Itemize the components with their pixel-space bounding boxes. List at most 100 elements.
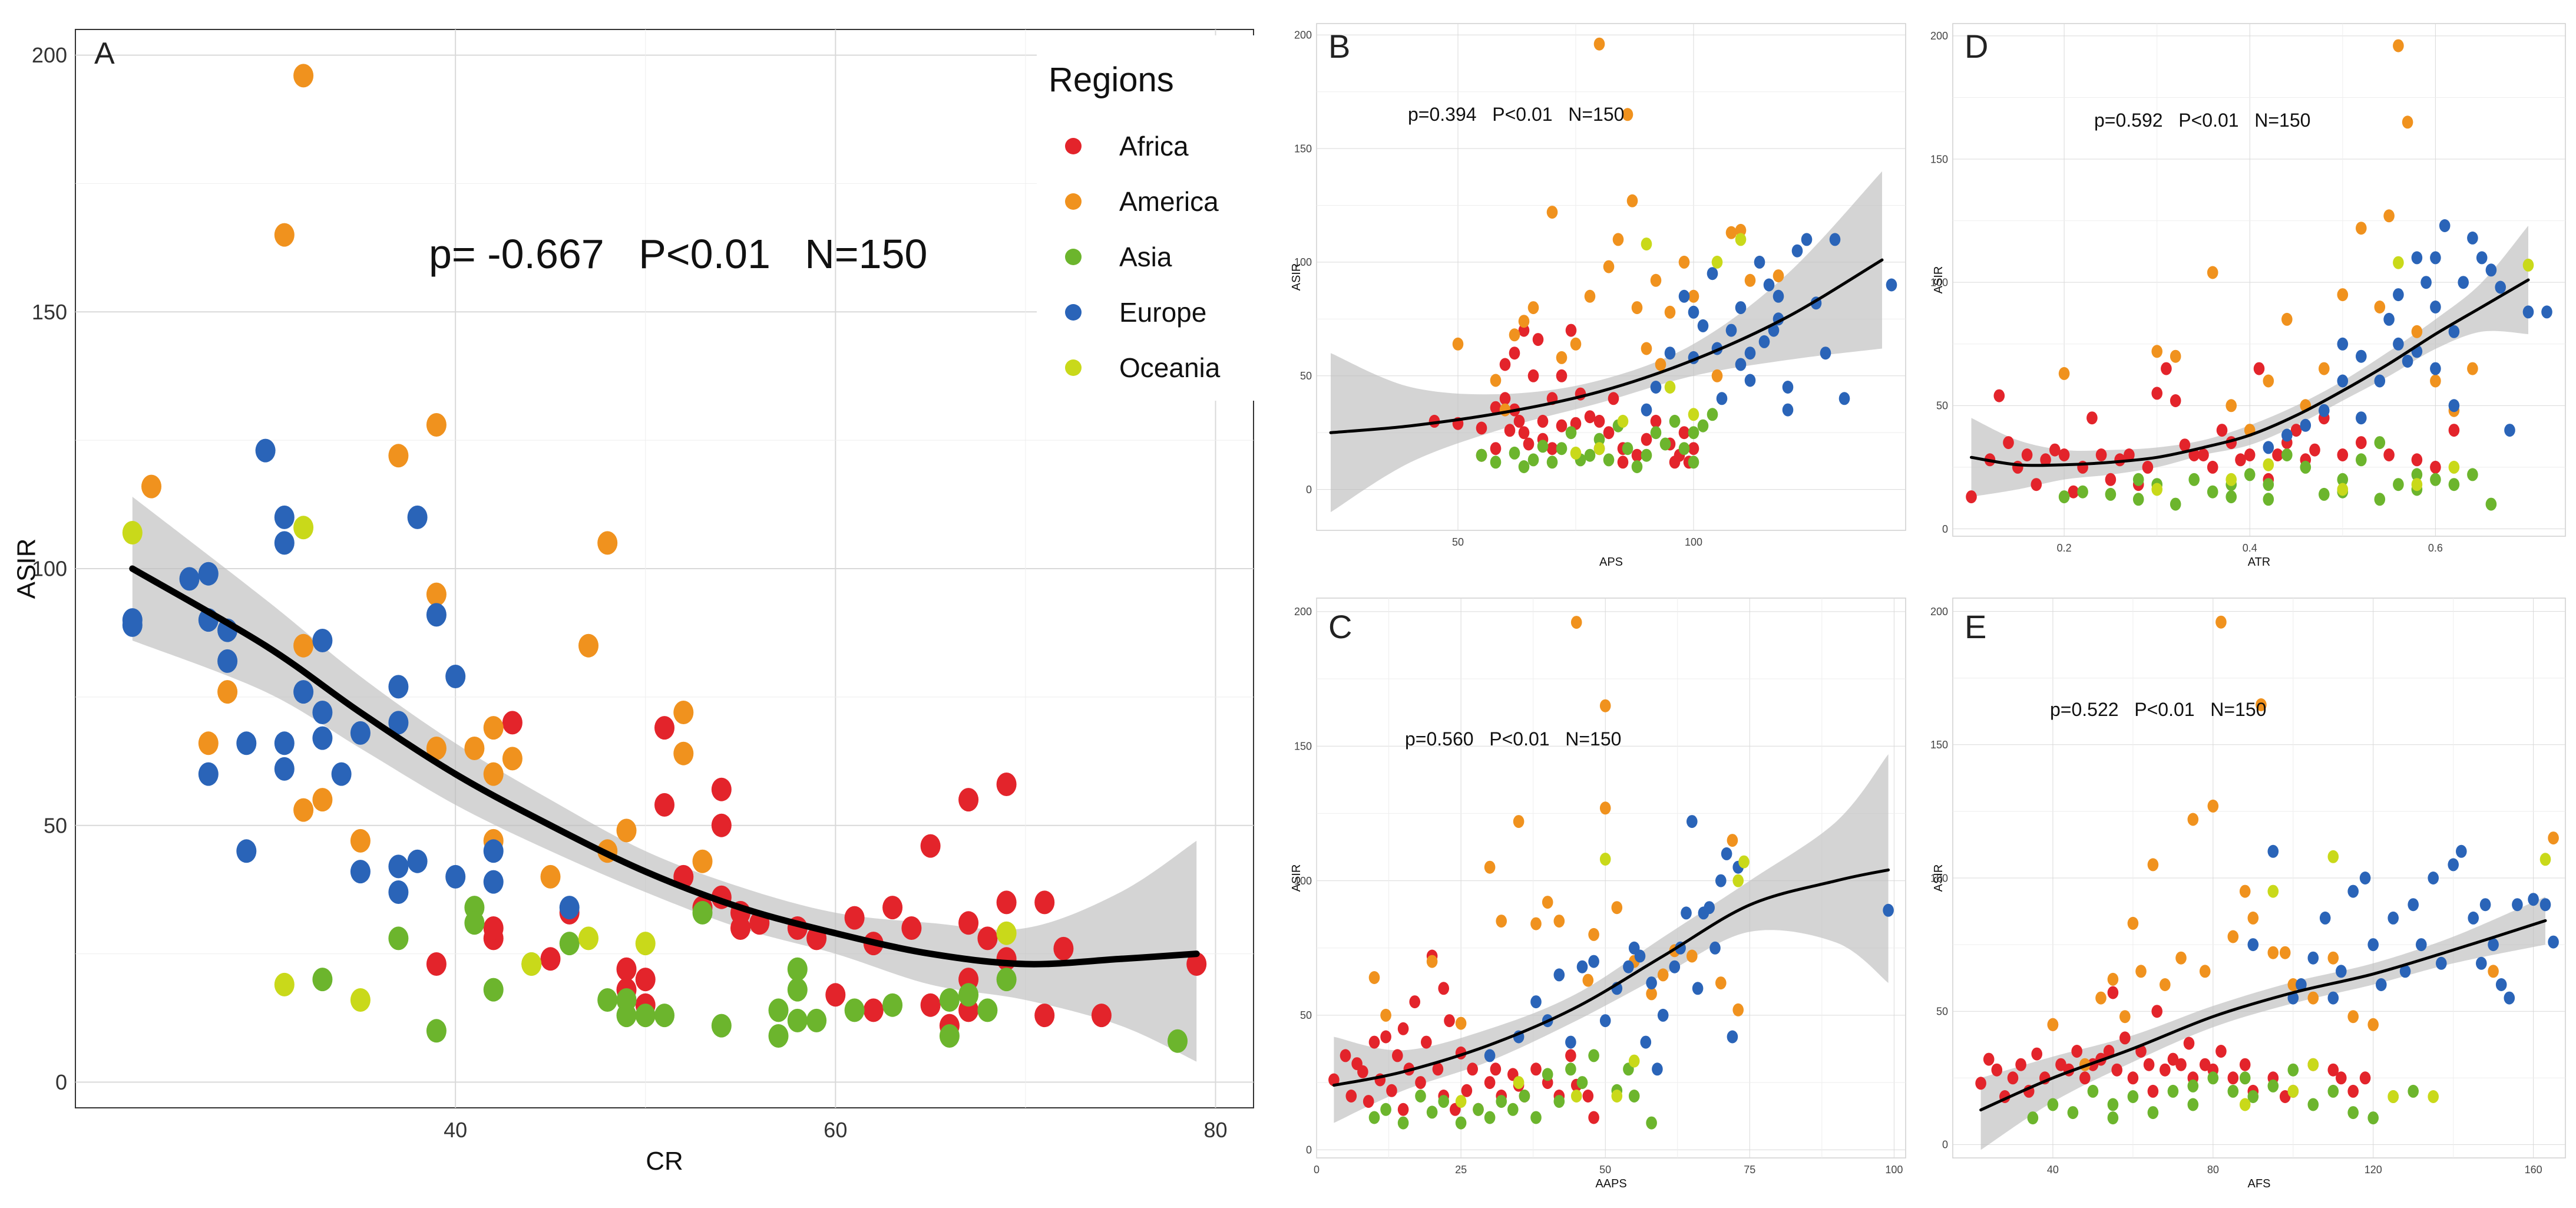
data-point <box>616 1004 637 1028</box>
chart-e-x-tick-label: 40 <box>2047 1164 2059 1176</box>
chart-e-series-asia <box>2027 1063 2419 1125</box>
data-point <box>407 849 428 873</box>
data-point <box>1556 351 1568 364</box>
legend-label: Oceania <box>1119 352 1221 383</box>
data-point <box>2479 898 2491 912</box>
data-point <box>1664 381 1676 394</box>
data-point <box>2319 487 2330 501</box>
data-point <box>2207 485 2218 499</box>
data-point <box>1527 301 1539 315</box>
data-point <box>2307 1098 2319 1111</box>
data-point <box>1738 855 1750 869</box>
data-point <box>2430 460 2441 474</box>
data-point <box>1678 442 1690 456</box>
data-point <box>692 900 713 925</box>
data-point <box>616 818 637 843</box>
data-point <box>1628 1054 1640 1068</box>
data-point <box>1518 460 1530 473</box>
data-point <box>1556 419 1568 433</box>
data-point <box>2300 418 2312 432</box>
data-point <box>312 788 333 812</box>
data-point <box>2170 349 2181 363</box>
data-point <box>1623 960 1634 973</box>
chart-a-x-tick-label: 80 <box>1203 1118 1227 1142</box>
chart-c-svg: 0 50 100 150 200 0 25 50 75 100 AAPS ASIR Cp=0.560 P… <box>1290 598 1906 1190</box>
data-point <box>2226 399 2237 412</box>
data-point <box>1530 995 1542 1009</box>
legend-item-asia: Asia <box>1065 242 1172 272</box>
data-point <box>1570 616 1582 629</box>
data-point <box>388 854 409 879</box>
data-point <box>2147 1084 2159 1098</box>
data-point <box>2281 428 2293 442</box>
data-point <box>2448 399 2460 412</box>
data-point <box>1565 1062 1576 1076</box>
data-point <box>2095 991 2107 1005</box>
data-point <box>274 757 295 781</box>
data-point <box>2107 1098 2119 1111</box>
data-point <box>1034 890 1055 915</box>
data-point <box>1553 968 1565 982</box>
data-point <box>2393 256 2404 269</box>
data-point <box>958 911 979 935</box>
chart-a-x-axis-label: CR <box>646 1147 683 1176</box>
data-point <box>1588 1049 1599 1062</box>
data-point <box>2207 460 2218 474</box>
chart-b-x-axis-label: APS <box>1599 556 1623 569</box>
data-point <box>1588 928 1599 941</box>
chart-b-y-tick-label: 150 <box>1294 143 1312 154</box>
data-point <box>331 762 352 786</box>
chart-c-stats-annotation: p=0.560 P<0.01 N=150 <box>1405 728 1621 750</box>
data-point <box>2359 872 2371 884</box>
data-point <box>2436 956 2447 970</box>
data-point <box>426 413 447 437</box>
data-point <box>958 983 979 1007</box>
data-point <box>1678 289 1690 303</box>
data-point <box>2263 478 2274 491</box>
data-point <box>2356 349 2367 363</box>
data-point <box>1725 324 1737 337</box>
chart-a-x-tick-label: 60 <box>824 1118 847 1142</box>
data-point <box>1518 324 1530 337</box>
chart-e-svg: 0 50 100 150 200 40 80 120 160 AFS ASIR Ep=0.522 P<… <box>1930 598 2566 1190</box>
legend-item-africa: Africa <box>1065 131 1189 161</box>
data-point <box>1707 408 1718 421</box>
chart-b-series-asia <box>1476 408 1718 473</box>
data-point <box>2199 965 2211 978</box>
chart-d-panel-label: D <box>1965 28 1988 65</box>
data-point <box>1697 319 1709 332</box>
data-point <box>483 916 504 940</box>
data-point <box>1499 403 1511 417</box>
data-point <box>2522 305 2534 319</box>
data-point <box>1735 301 1747 315</box>
data-point <box>2187 1098 2199 1111</box>
data-point <box>388 880 409 904</box>
data-point <box>2267 1079 2279 1093</box>
data-point <box>2430 374 2441 388</box>
data-point <box>1467 1062 1478 1076</box>
data-point <box>882 896 903 920</box>
data-point <box>2015 1058 2026 1071</box>
data-point <box>1641 342 1652 355</box>
chart-b-panel-label: B <box>1328 28 1350 65</box>
chart-d-y-tick-label: 150 <box>1930 153 1948 165</box>
data-point <box>1801 233 1813 246</box>
data-point <box>1357 1065 1368 1078</box>
data-point <box>2244 448 2256 461</box>
data-point <box>2107 972 2119 986</box>
legend-label: Asia <box>1119 242 1172 272</box>
chart-a-y-tick-label: 50 <box>44 813 67 837</box>
data-point <box>1565 1035 1576 1049</box>
data-point <box>2485 497 2497 511</box>
data-point <box>2267 946 2279 959</box>
data-point <box>2319 911 2331 925</box>
data-point <box>2393 39 2404 52</box>
data-point <box>388 711 409 735</box>
data-point <box>939 1024 960 1048</box>
data-point <box>787 1008 808 1032</box>
data-point <box>1509 346 1520 360</box>
data-point <box>350 988 371 1012</box>
data-point <box>1727 1030 1738 1044</box>
data-point <box>407 505 428 529</box>
data-point <box>2408 1084 2419 1098</box>
